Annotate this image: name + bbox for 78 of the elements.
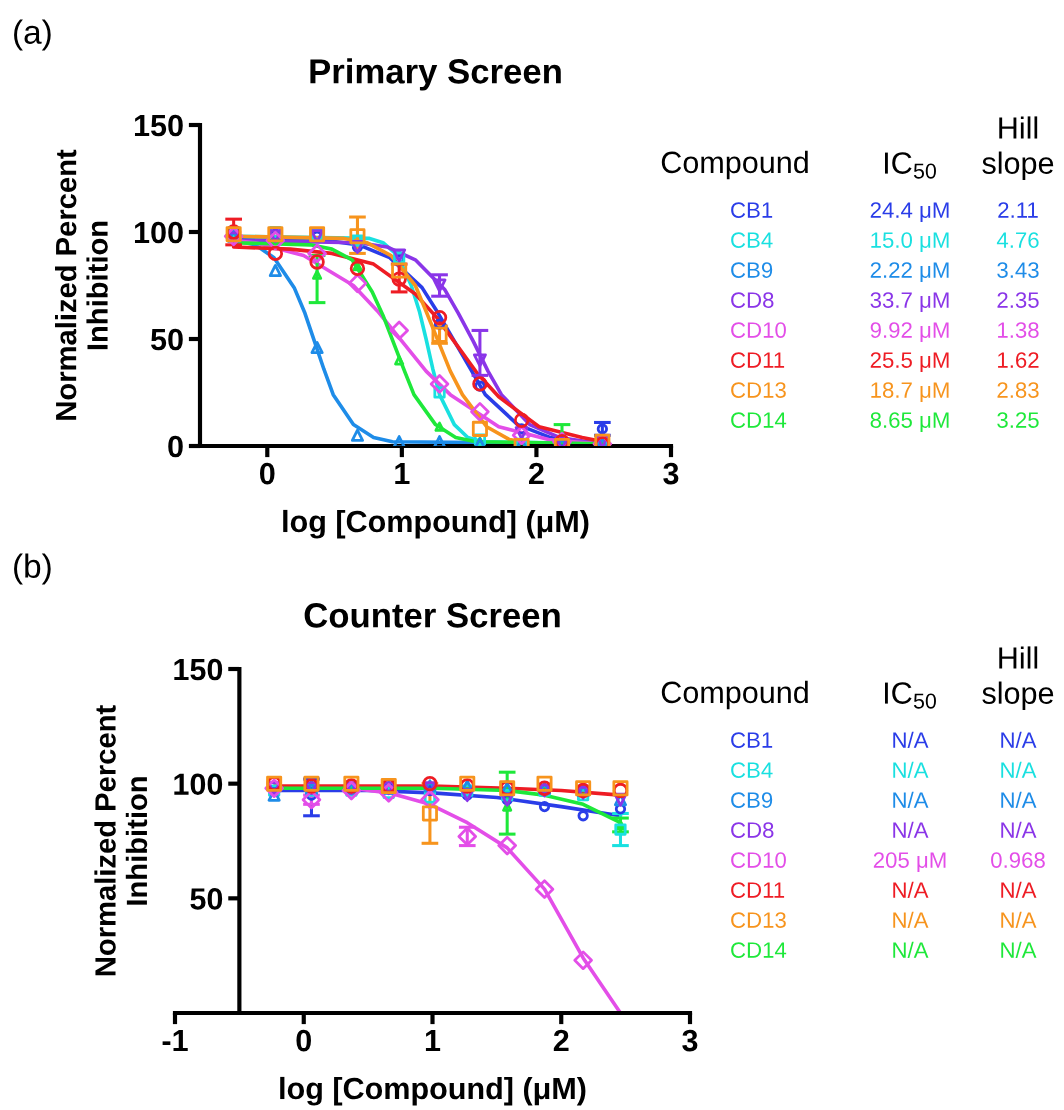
text: IC$_{50}$ [885,152,936,179]
category-label: CD14 [731,412,787,428]
data-label: 15.0 μM [871,232,949,253]
data-label: N/A [1001,731,1037,748]
data-label: 33.7 μM [870,292,949,313]
category-label: CB4 [731,232,773,248]
x-tick-label: 2 [528,462,544,485]
x-tick-label: 0 [260,462,275,485]
data-label: N/A [1001,911,1037,928]
y-tick-label: 50 [150,328,183,351]
data-label: 0.968 [991,852,1045,868]
chart-title: Counter Screen [304,603,560,628]
x-tick-label: 1 [395,463,410,485]
y-tick-label: 150 [174,658,223,681]
text: (b) [14,553,51,585]
annotation: Compound [661,680,808,710]
data-label: N/A [893,881,929,898]
y-tick-label: 50 [190,888,223,910]
data-label: 2.11 [998,202,1038,218]
data-label: N/A [893,791,929,808]
data-label: 205 μM [873,852,946,873]
x-tick-label: -1 [162,1030,188,1052]
text: Hill slope [982,116,1054,180]
text: (a) [14,19,51,51]
x-axis-title: log [Compound] (μM) [283,509,589,539]
data-label: N/A [893,761,929,778]
y-axis-title: Normalized Percent Inhibition [55,149,108,420]
category-label: CB4 [731,762,773,778]
category-label: CD11 [731,352,785,368]
category-label: CB1 [731,732,773,748]
y-tick-label: 100 [134,221,183,244]
data-label: N/A [893,911,929,928]
data-label: 2.83 [997,382,1039,398]
y-axis-title: Normalized Percent Inhibition [94,705,148,976]
category-label: CD13 [731,382,786,398]
category-label: CD10 [731,322,786,338]
x-tick-label: 3 [663,462,679,485]
data-label: 2.22 μM [870,262,949,283]
x-tick-label: 0 [296,1029,311,1052]
y-tick-label: 0 [168,435,183,458]
chart-title: Primary Screen [310,58,561,91]
data-label: 3.43 [997,262,1039,278]
text: IC$_{50}$ [885,682,936,709]
data-label: 1.38 [998,322,1039,338]
data-label: N/A [1001,791,1037,808]
x-tick-label: 3 [682,1029,698,1052]
data-label: 8.65 μM [870,412,949,433]
category-label: CD14 [731,942,787,958]
x-tick-label: 1 [425,1030,441,1052]
annotation: Compound [661,150,808,180]
data-label: N/A [1001,761,1037,778]
data-label: 25.5 μM [870,352,949,373]
data-label: N/A [893,941,929,958]
y-tick-label: 100 [174,773,223,796]
text: Hill slope [982,646,1054,710]
data-label: 4.76 [996,232,1039,248]
data-label: N/A [1001,881,1037,898]
data-label: 1.62 [998,352,1039,368]
data-label: N/A [1001,941,1037,958]
category-label: CB9 [731,792,773,808]
category-label: CB9 [731,262,773,278]
data-label: 3.25 [997,412,1039,428]
category-label: CD13 [731,912,786,928]
data-label: 18.7 μM [871,382,949,403]
data-label: 2.35 [997,292,1039,308]
category-label: CD10 [731,852,786,868]
category-label: CD8 [731,822,774,838]
x-tick-label: 2 [553,1029,569,1052]
data-label: N/A [893,731,929,748]
y-tick-label: 150 [134,114,183,137]
category-label: CD8 [731,292,774,308]
data-label: N/A [893,821,929,838]
category-label: CB1 [731,202,773,218]
category-label: CD11 [731,882,785,898]
data-label: N/A [1001,821,1037,838]
x-axis-title: log [Compound] (μM) [280,1076,586,1106]
data-label: 9.92 μM [870,322,949,343]
data-label: 24.4 μM [870,202,949,223]
